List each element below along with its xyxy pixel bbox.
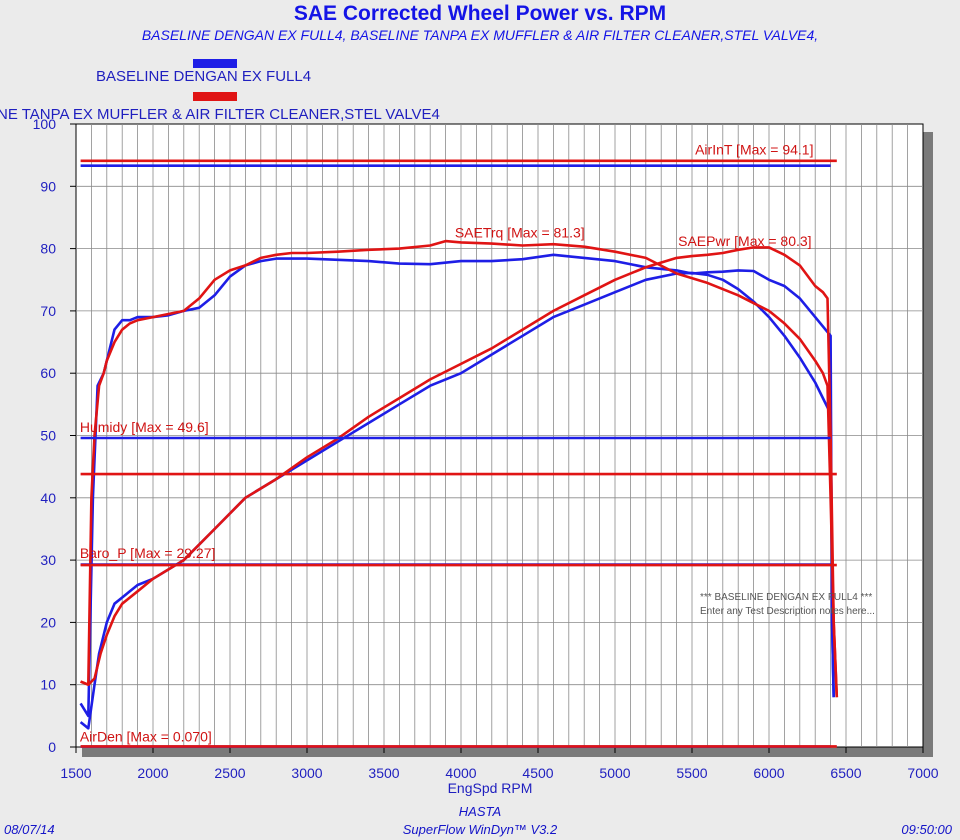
series-line [79, 253, 835, 718]
annotation-label: SAEPwr [Max = 80.3] [678, 233, 811, 249]
y-tick-label: 50 [40, 428, 56, 444]
y-tick-label: 20 [40, 614, 56, 630]
axes: 1500 2000 2500 3000 3500 4000 4500 5000 5500 6000… [33, 116, 939, 781]
annotation-label: SAETrq [Max = 81.3] [455, 224, 585, 240]
plot-shadow-bottom [82, 747, 933, 757]
x-tick-label: 7000 [907, 765, 938, 781]
y-tick-label: 10 [40, 677, 56, 693]
legend-swatch-red [193, 92, 237, 101]
x-tick-label: 3000 [291, 765, 322, 781]
legend-label-red: NE TANPA EX MUFFLER & AIR FILTER CLEANER… [0, 106, 440, 123]
x-tick-label: 5000 [599, 765, 630, 781]
y-tick-label: 0 [48, 739, 56, 755]
y-tick-label: 60 [40, 365, 56, 381]
series-line [80, 239, 839, 698]
y-tick-label: 30 [40, 552, 56, 568]
series-line [79, 271, 835, 730]
legend-swatch-blue [193, 59, 237, 68]
footer-date: 08/07/14 [4, 822, 55, 837]
footer-time: 09:50:00 [901, 822, 952, 837]
annotation-label: AirInT [Max = 94.1] [695, 142, 813, 158]
x-tick-label: 6000 [753, 765, 784, 781]
plot-shadow-right [923, 132, 933, 757]
y-tick-label: 40 [40, 490, 56, 506]
legend-label-blue: BASELINE DENGAN EX FULL4 [96, 68, 312, 85]
test-note: Enter any Test Description notes here... [700, 606, 875, 617]
x-tick-label: 3500 [368, 765, 399, 781]
y-tick-label: 100 [33, 116, 57, 132]
footer-operator: HASTA [458, 804, 502, 819]
x-axis-label: EngSpd RPM [448, 780, 533, 796]
x-tick-label: 2500 [214, 765, 245, 781]
annotation-label: AirDen [Max = 0.070] [80, 728, 212, 744]
x-tick-label: 2000 [137, 765, 168, 781]
test-note: *** BASELINE DENGAN EX FULL4 *** [700, 592, 872, 603]
annotation-label: Humidy [Max = 49.6] [80, 419, 209, 435]
annotation-label: Baro_P [Max = 29.27] [80, 545, 216, 561]
series-group [79, 159, 839, 748]
y-tick-label: 90 [40, 178, 56, 194]
x-tick-label: 4500 [522, 765, 553, 781]
y-tick-label: 80 [40, 241, 56, 257]
chart-title: SAE Corrected Wheel Power vs. RPM [293, 2, 667, 25]
series-line [80, 246, 839, 698]
y-tick-label: 70 [40, 303, 56, 319]
x-tick-label: 6500 [830, 765, 861, 781]
x-tick-label: 4000 [445, 765, 476, 781]
x-tick-label: 1500 [60, 765, 91, 781]
x-tick-label: 5500 [676, 765, 707, 781]
chart-subtitle: BASELINE DENGAN EX FULL4, BASELINE TANPA… [141, 27, 819, 43]
annotation-group: AirInT [Max = 94.1] SAETrq [Max = 81.3] SA… [80, 142, 875, 745]
footer-software: SuperFlow WinDyn™ V3.2 [402, 822, 558, 837]
